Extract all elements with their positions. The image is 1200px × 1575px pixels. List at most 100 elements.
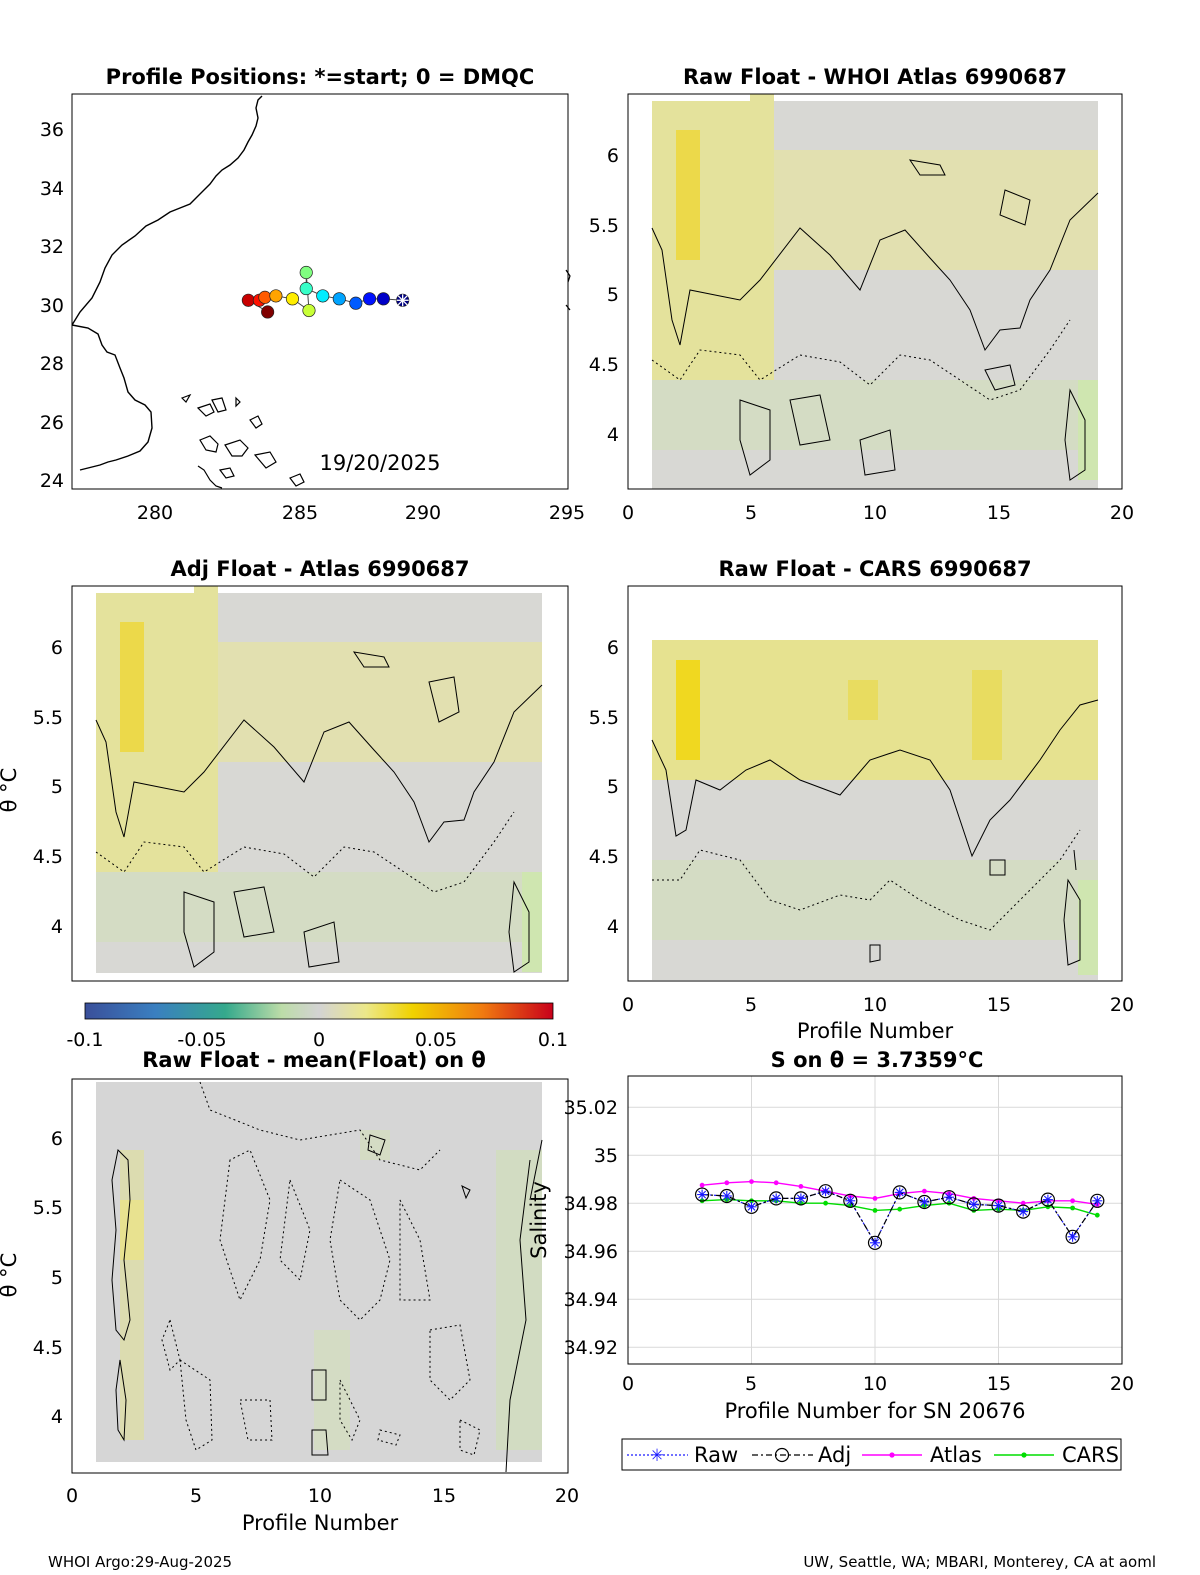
- contour-solid: [111, 1148, 131, 1442]
- raw-point: [1067, 1231, 1078, 1242]
- cars-xtick: 20: [1110, 994, 1134, 1016]
- adj-field: [96, 586, 542, 973]
- map-profile-point: [316, 289, 330, 303]
- adj-point: [818, 1184, 833, 1199]
- adj-point: [843, 1193, 858, 1208]
- raw-point-stroke: [994, 1201, 1003, 1210]
- legend-atlas-label: Atlas: [930, 1443, 982, 1467]
- raw-point: [1018, 1206, 1029, 1217]
- salinity-xlabel: Profile Number for SN 20676: [724, 1399, 1025, 1423]
- whoi-xtick: 20: [1110, 502, 1134, 524]
- colorbar-tick: 0.05: [415, 1029, 457, 1051]
- whoi-contours: [651, 159, 1099, 481]
- colorbar-tick: 0: [313, 1029, 325, 1051]
- salinity-xtick: 20: [1110, 1373, 1134, 1395]
- raw-point-stroke: [796, 1194, 805, 1203]
- raw-point: [1042, 1194, 1053, 1205]
- mean-ytick: 4: [51, 1406, 63, 1428]
- field-yellow-patch: [652, 101, 774, 381]
- map-axes-box: [71, 93, 569, 490]
- salinity-xtick: 5: [745, 1373, 757, 1395]
- atlas-point: [922, 1188, 927, 1194]
- contour-solid: [95, 684, 543, 844]
- raw-point-stroke: [1068, 1232, 1077, 1241]
- cars-ytick: 4: [607, 916, 619, 938]
- field-yellow-patch: [96, 593, 218, 873]
- raw-point-stroke: [698, 1190, 707, 1199]
- mean-field: [96, 1082, 542, 1462]
- contour-solid: [651, 192, 1099, 352]
- adj-point: [867, 1235, 883, 1250]
- salinity-grid: [628, 1076, 1122, 1364]
- raw-point-stroke: [969, 1200, 978, 1209]
- mean-title: Raw Float - mean(Float) on θ: [142, 1048, 486, 1072]
- salinity-xtick: 10: [863, 1373, 887, 1395]
- map-profile-point: [285, 292, 299, 306]
- florida-coast: [71, 324, 153, 471]
- mean-xtick: 5: [190, 1485, 202, 1507]
- adj-point: [769, 1191, 784, 1206]
- field-green-patch: [1078, 880, 1098, 975]
- whoi-ytick: 6: [607, 145, 619, 167]
- mean-ytick: 5: [51, 1267, 63, 1289]
- adj-ytick: 4: [51, 916, 63, 938]
- map-start-star-icon: [396, 294, 409, 307]
- whoi-xtick: 15: [987, 502, 1011, 524]
- salinity-xtick: 0: [622, 1373, 634, 1395]
- adj-contours: [95, 651, 543, 973]
- salinity-ytick: 35.02: [564, 1097, 618, 1119]
- map-ytick: 24: [40, 470, 64, 492]
- atlas-point: [872, 1196, 878, 1201]
- salinity-legend: ✳ Raw Adj Atlas CARS: [621, 1438, 1122, 1471]
- raw-point: [845, 1195, 856, 1206]
- salinity-ytick: 35: [594, 1145, 618, 1167]
- map-ytick: 32: [40, 236, 64, 258]
- whoi-yticks: 4 4.5 5 5.5 6: [589, 145, 619, 446]
- raw-point: [820, 1186, 831, 1197]
- legend-adj-label: Adj: [818, 1443, 851, 1467]
- field-yellow-patch: [676, 130, 700, 260]
- raw-point-stroke: [1043, 1195, 1052, 1204]
- raw-point: [771, 1193, 782, 1204]
- mean-ylabel: θ °C: [0, 1253, 21, 1298]
- cars-point: [1070, 1205, 1075, 1211]
- mean-yticks: 4 4.5 5 5.5 6: [33, 1128, 63, 1428]
- raw-point-stroke: [945, 1193, 954, 1202]
- whoi-xtick: 5: [745, 502, 757, 524]
- whoi-xtick: 10: [863, 502, 887, 524]
- contour-closed: [183, 651, 530, 973]
- field-green-patch: [652, 860, 1098, 940]
- adj-point: [719, 1188, 734, 1204]
- field-green-patch: [522, 872, 542, 972]
- adj-ytick: 5.5: [33, 707, 63, 729]
- field-yellow-patch: [120, 1150, 144, 1440]
- salinity-panel: S on θ = 3.7359°C 0 5 10 15 20 34.92 34.9…: [527, 1048, 1134, 1471]
- cars-field: [652, 640, 1098, 980]
- field-yellow-patch: [750, 94, 774, 104]
- map-profile-point: [302, 303, 316, 318]
- adj-point: [694, 1187, 710, 1202]
- adj-point: [966, 1197, 981, 1212]
- adj-ytick: 5: [51, 776, 63, 798]
- cars-xtick: 15: [987, 994, 1011, 1016]
- atlas-point: [798, 1184, 804, 1189]
- contour-dotted: [652, 829, 1081, 931]
- raw-point: [795, 1193, 806, 1204]
- map-ytick: 26: [40, 412, 64, 434]
- adj-yticks: 4 4.5 5 5.5 6: [33, 637, 63, 938]
- contour-solid: [651, 699, 1099, 858]
- atlas-point: [724, 1180, 730, 1186]
- cars-xtick: 5: [745, 994, 757, 1016]
- cars-point: [823, 1200, 828, 1206]
- footer-left: WHOI Argo:29-Aug-2025: [48, 1553, 233, 1571]
- cars-point: [1094, 1212, 1100, 1218]
- adj-panel: Adj Float - Atlas 6990687 4 4.5 5 5.5 6 …: [0, 557, 569, 982]
- salinity-axes-box: [627, 1075, 1123, 1365]
- cars-axes-box: [627, 585, 1123, 982]
- whoi-xticks: 0 5 10 15 20: [622, 502, 1134, 524]
- contour-solid: [505, 1139, 543, 1473]
- adj-point: [1090, 1193, 1105, 1208]
- map-profile-point: [332, 292, 346, 306]
- mean-axes-box: [71, 1078, 569, 1474]
- field-yellow-patch: [676, 660, 700, 760]
